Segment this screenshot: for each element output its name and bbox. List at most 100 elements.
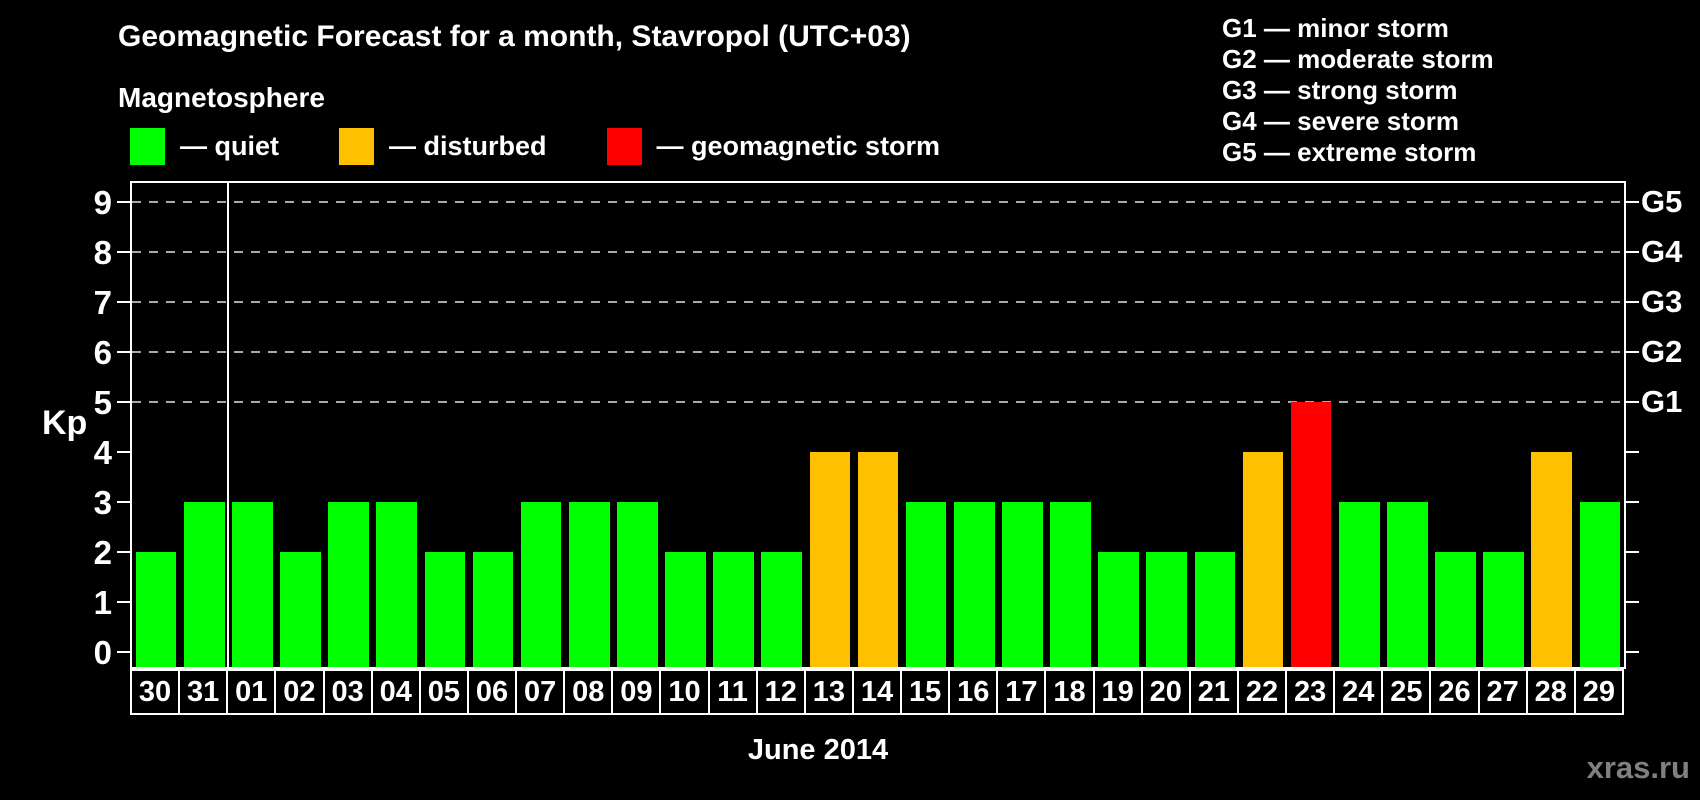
kp-bar-day-02 [280, 552, 321, 667]
day-label-04: 04 [370, 669, 421, 715]
legend-label-storm: — geomagnetic storm [656, 131, 941, 161]
y-tick-left-2 [117, 551, 130, 553]
y-tick-label-5: 5 [93, 384, 112, 421]
day-label-29: 29 [1573, 669, 1624, 715]
y-tick-label-9: 9 [93, 184, 112, 221]
day-label-18: 18 [1044, 669, 1095, 715]
y-tick-label-6: 6 [93, 334, 112, 371]
kp-bar-day-11 [713, 552, 754, 667]
kp-bar-day-29 [1579, 502, 1621, 667]
day-label-27: 27 [1477, 669, 1528, 715]
kp-bar-day-13 [809, 452, 851, 667]
g-scale-label-G3: G3 [1641, 284, 1683, 319]
y-axis-label: Kp [42, 404, 88, 442]
y-tick-right-2 [1626, 551, 1639, 553]
day-label-07: 07 [515, 669, 566, 715]
kp-bar-day-30 [135, 552, 177, 667]
day-label-24: 24 [1333, 669, 1384, 715]
plot-area: 0 1 2 3 4 5 6 7 8 9 G1 G2 G3 G4 G5 [94, 181, 1682, 671]
day-label-11: 11 [707, 669, 758, 715]
day-label-30: 30 [130, 669, 181, 715]
watermark: xras.ru [1586, 750, 1690, 785]
kp-bar-day-08 [568, 502, 610, 667]
kp-bar-day-27 [1483, 552, 1524, 667]
day-label-06: 06 [466, 669, 518, 715]
y-tick-label-4: 4 [93, 434, 112, 471]
y-tick-right-0 [1626, 651, 1639, 653]
gridline-kp-6 [132, 351, 1624, 353]
day-label-14: 14 [851, 669, 903, 715]
y-tick-right-9 [1626, 201, 1639, 203]
storm-scale-line-5: G5 — extreme storm [1222, 137, 1477, 167]
y-tick-right-6 [1626, 351, 1639, 353]
month-separator-line [227, 183, 230, 667]
kp-bar-day-12 [761, 552, 803, 667]
legend-item-quiet: — quiet [130, 128, 279, 165]
y-tick-right-4 [1626, 451, 1639, 453]
kp-bar-day-23 [1290, 402, 1332, 667]
y-tick-right-3 [1626, 501, 1639, 503]
kp-bar-day-25 [1387, 502, 1428, 667]
y-tick-label-1: 1 [93, 584, 112, 621]
storm-scale-line-1: G1 — minor storm [1222, 13, 1449, 43]
day-label-12: 12 [755, 669, 806, 715]
day-label-02: 02 [274, 669, 325, 715]
kp-bar-day-22 [1242, 452, 1284, 667]
day-label-26: 26 [1429, 669, 1480, 715]
kp-bar-day-03 [328, 502, 369, 667]
y-tick-left-5 [117, 401, 130, 403]
kp-bar-day-26 [1435, 552, 1476, 667]
day-label-31: 31 [178, 669, 229, 715]
x-axis-title: June 2014 [747, 734, 889, 766]
y-tick-right-7 [1626, 301, 1639, 303]
kp-bar-day-19 [1098, 552, 1139, 667]
magnetosphere-label: Magnetosphere [118, 82, 325, 113]
y-tick-left-3 [117, 501, 130, 503]
g-scale-label-G1: G1 [1641, 384, 1683, 419]
y-tick-left-6 [117, 351, 130, 353]
y-tick-left-7 [117, 301, 130, 303]
day-label-25: 25 [1381, 669, 1432, 715]
day-label-20: 20 [1140, 669, 1191, 715]
legend-item-storm: — geomagnetic storm [606, 128, 941, 165]
day-label-10: 10 [659, 669, 710, 715]
day-label-05: 05 [418, 669, 469, 715]
kp-bar-day-09 [617, 502, 658, 667]
day-label-19: 19 [1092, 669, 1143, 715]
kp-bar-day-21 [1194, 552, 1236, 667]
day-label-13: 13 [803, 669, 854, 715]
y-tick-right-5 [1626, 401, 1639, 403]
kp-bar-day-15 [905, 502, 947, 667]
magnetosphere-legend: — quiet — disturbed — geomagnetic storm [130, 128, 940, 165]
legend-label-disturbed: — disturbed [389, 131, 547, 161]
y-tick-left-0 [117, 651, 130, 653]
storm-swatch [606, 128, 642, 165]
kp-bar-day-04 [376, 502, 418, 667]
kp-bar-day-07 [520, 502, 562, 667]
kp-bar-day-14 [857, 452, 899, 667]
x-axis-day-labels: 30 31 01 02 03 04 05 06 07 08 09 10 11 12 13 14 15 16 17 18… [130, 669, 1626, 715]
day-label-03: 03 [322, 669, 373, 715]
kp-bar-day-31 [183, 502, 225, 667]
y-tick-left-8 [117, 251, 130, 253]
y-tick-right-8 [1626, 251, 1639, 253]
y-tick-label-3: 3 [93, 484, 112, 521]
quiet-swatch [130, 128, 165, 165]
gridline-kp-8 [132, 251, 1624, 253]
disturbed-swatch [339, 128, 374, 165]
kp-bar-day-18 [1050, 502, 1091, 667]
kp-bar-day-05 [424, 552, 466, 667]
storm-scale-line-2: G2 — moderate storm [1222, 44, 1494, 74]
storm-scale-line-4: G4 — severe storm [1222, 106, 1460, 136]
kp-bar-day-06 [472, 552, 514, 667]
legend-label-quiet: — quiet [180, 131, 279, 161]
y-tick-left-1 [117, 601, 130, 603]
g-scale-label-G2: G2 [1641, 334, 1683, 369]
y-tick-label-7: 7 [93, 284, 112, 321]
day-label-15: 15 [900, 669, 951, 715]
gridline-kp-9 [132, 201, 1624, 203]
day-label-22: 22 [1236, 669, 1288, 715]
g-scale-label-G4: G4 [1641, 234, 1683, 269]
kp-bar-day-24 [1338, 502, 1380, 667]
